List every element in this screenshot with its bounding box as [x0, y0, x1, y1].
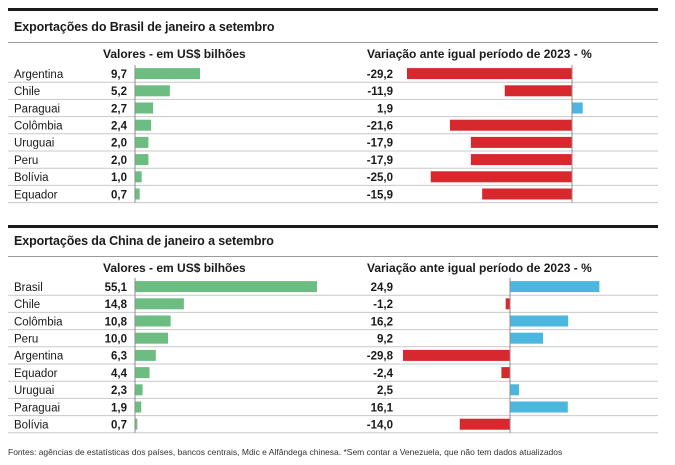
china-value-bar [135, 315, 171, 327]
china-category-label: Bolívia [14, 420, 49, 432]
china-change-bar [403, 349, 510, 361]
brazil-category-label: Colômbia [14, 121, 63, 133]
brazil-value-label: 1,0 [111, 172, 127, 184]
source-note: Fontes: agências de estatísticas dos paí… [8, 447, 563, 457]
china-change-bar [510, 315, 569, 327]
brazil-change-label: -21,6 [367, 121, 393, 133]
china-category-label: Paraguai [14, 402, 60, 414]
brazil-value-label: 5,2 [111, 86, 127, 98]
brazil-category-label: Argentina [14, 69, 64, 81]
china-value-label: 6,3 [111, 351, 127, 363]
brazil-category-label: Paraguai [14, 103, 60, 115]
china-category-label: Equador [14, 368, 58, 380]
brazil-change-header: Variação ante igual período de 2023 - % [367, 47, 592, 61]
brazil-value-label: 2,7 [111, 103, 127, 115]
china-change-bar [510, 401, 568, 413]
china-value-label: 4,4 [111, 368, 128, 380]
china-value-label: 14,8 [105, 299, 128, 311]
china-value-label: 0,7 [111, 420, 127, 432]
china-values-header: Valores - em US$ bilhões [103, 261, 246, 275]
panel-top-rule [8, 8, 658, 11]
brazil-category-label: Bolívia [14, 172, 49, 184]
brazil-value-bar [135, 154, 149, 166]
china-category-label: Colômbia [14, 316, 63, 328]
china-category-label: Argentina [14, 351, 64, 363]
brazil-value-label: 0,7 [111, 189, 127, 201]
china-value-label: 10,0 [105, 334, 127, 346]
brazil-change-bar [572, 102, 583, 114]
brazil-change-label: -29,2 [367, 69, 393, 81]
brazil-value-bar [135, 171, 142, 183]
brazil-value-label: 2,0 [111, 138, 127, 150]
brazil-change-bar [470, 154, 572, 166]
china-change-label: 16,1 [371, 402, 394, 414]
china-change-bar [510, 332, 544, 344]
brazil-change-label: -17,9 [367, 155, 393, 167]
brazil-change-label: -15,9 [367, 189, 393, 201]
china-value-label: 10,8 [105, 316, 128, 328]
brazil-header-separator [8, 42, 658, 43]
china-category-label: Uruguai [14, 385, 54, 397]
brazil-category-label: Chile [14, 86, 40, 98]
china-change-label: -1,2 [373, 299, 393, 311]
china-value-bar [135, 281, 317, 293]
china-change-bar [459, 418, 510, 430]
china-change-label: 2,5 [377, 385, 394, 397]
brazil-category-label: Peru [14, 155, 38, 167]
china-category-label: Peru [14, 334, 38, 346]
china-change-header: Variação ante igual período de 2023 - % [367, 261, 592, 275]
brazil-change-bar [504, 85, 572, 97]
china-panel-title: Exportações da China de janeiro a setemb… [14, 234, 274, 248]
china-change-bar [501, 367, 510, 379]
china-value-bar [135, 298, 184, 310]
brazil-category-label: Equador [14, 189, 58, 201]
china-change-label: -29,8 [367, 351, 394, 363]
brazil-change-bar [430, 171, 572, 183]
china-change-label: -2,4 [373, 368, 393, 380]
brazil-value-bar [135, 102, 154, 114]
china-header-separator [8, 256, 658, 257]
china-change-label: 16,2 [371, 316, 393, 328]
brazil-value-bar [135, 68, 200, 80]
brazil-change-label: 1,9 [377, 103, 393, 115]
brazil-change-bar [482, 188, 572, 200]
brazil-value-bar [135, 85, 170, 97]
brazil-panel-title: Exportações do Brasil de janeiro a setem… [14, 20, 275, 34]
china-value-bar [135, 367, 150, 379]
china-value-label: 55,1 [105, 282, 128, 294]
brazil-value-label: 2,0 [111, 155, 127, 167]
brazil-value-bar [135, 136, 149, 148]
china-change-bar [510, 384, 519, 396]
china-value-label: 1,9 [111, 402, 127, 414]
brazil-change-label: -11,9 [367, 86, 393, 98]
china-exports-chart: Brasil 55,1 24,9 Chile 14,8 -1,2 Colômbia 10,8 1… [8, 278, 658, 434]
panel-mid-rule [8, 225, 658, 228]
china-value-bar [135, 418, 138, 430]
china-category-label: Chile [14, 299, 40, 311]
brazil-exports-chart: Argentina 9,7 -29,2 Chile 5,2 -11,9 Paraguai 2,… [8, 65, 658, 204]
china-change-bar [510, 281, 600, 293]
brazil-value-bar [135, 188, 140, 200]
china-change-label: -14,0 [367, 420, 393, 432]
brazil-values-header: Valores - em US$ bilhões [103, 47, 246, 61]
brazil-change-label: -17,9 [367, 138, 393, 150]
china-value-bar [135, 384, 143, 396]
china-value-bar [135, 332, 169, 344]
brazil-change-label: -25,0 [367, 172, 393, 184]
brazil-change-bar [470, 136, 572, 148]
brazil-value-bar [135, 119, 152, 131]
china-change-bar [505, 298, 510, 310]
china-value-bar [135, 349, 156, 361]
china-value-label: 2,3 [111, 385, 127, 397]
brazil-change-bar [449, 119, 572, 131]
china-value-bar [135, 401, 142, 413]
china-change-label: 24,9 [371, 282, 393, 294]
brazil-category-label: Uruguai [14, 138, 54, 150]
china-category-label: Brasil [14, 282, 43, 294]
china-change-label: 9,2 [377, 334, 393, 346]
brazil-value-label: 9,7 [111, 69, 127, 81]
brazil-value-label: 2,4 [111, 121, 128, 133]
brazil-change-bar [407, 68, 572, 80]
